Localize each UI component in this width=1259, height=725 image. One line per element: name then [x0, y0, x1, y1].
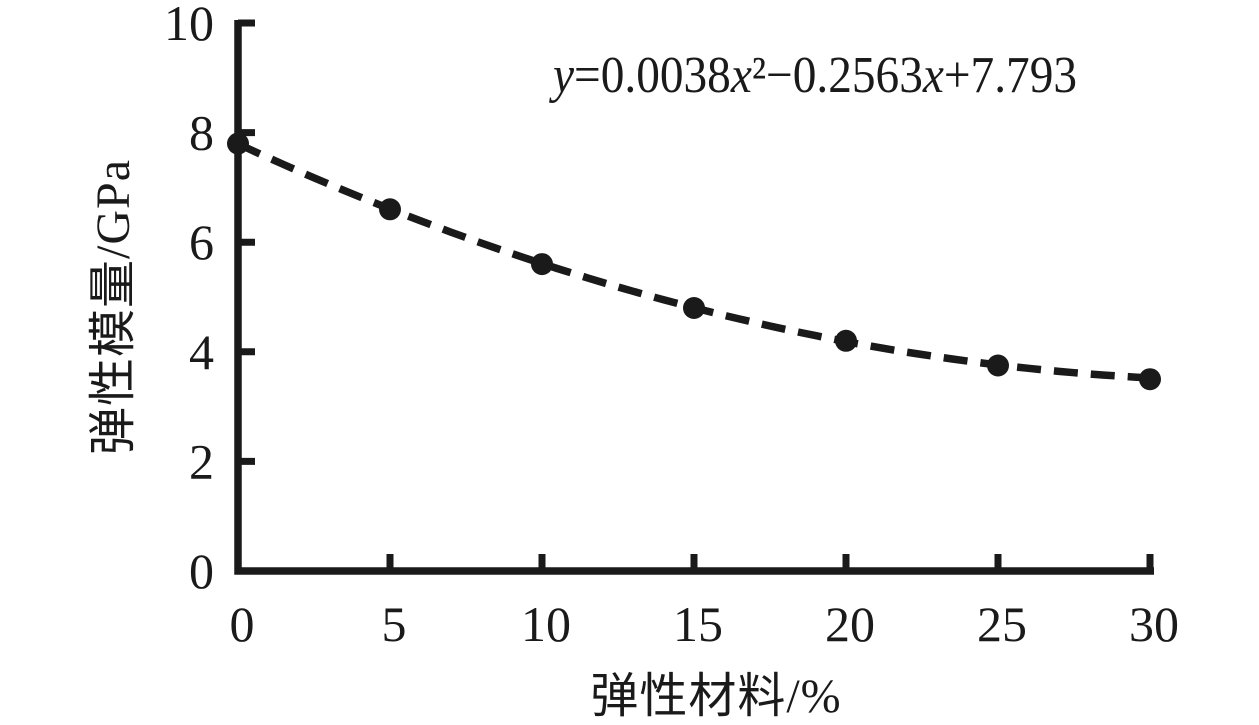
x-tick-label: 15	[673, 596, 723, 652]
x-tick-label: 10	[521, 596, 571, 652]
x-tick-label: 30	[1129, 596, 1179, 652]
x-tick-label: 5	[382, 596, 407, 652]
y-axis-title: 弹性模量/GPa	[87, 158, 140, 456]
y-tick-label: 10	[164, 0, 214, 51]
y-tick-label: 8	[189, 105, 214, 161]
x-tick-label: 0	[230, 596, 255, 652]
data-point	[1139, 368, 1161, 391]
data-point	[227, 132, 249, 155]
x-tick-label: 20	[825, 596, 875, 652]
x-axis-title: 弹性材料/%	[590, 670, 842, 723]
data-point	[379, 198, 401, 221]
trendline-equation: y=0.0038x²−0.2563x+7.793	[553, 47, 1078, 104]
data-point	[987, 354, 1009, 377]
data-point	[683, 297, 705, 319]
y-tick-label: 2	[189, 433, 214, 489]
data-point	[835, 329, 857, 352]
x-tick-label: 25	[977, 596, 1027, 652]
y-tick-label: 6	[189, 214, 214, 270]
y-tick-label: 0	[189, 543, 214, 599]
y-tick-label: 4	[189, 324, 214, 380]
trend-curve	[236, 140, 1151, 382]
data-point	[531, 253, 553, 276]
